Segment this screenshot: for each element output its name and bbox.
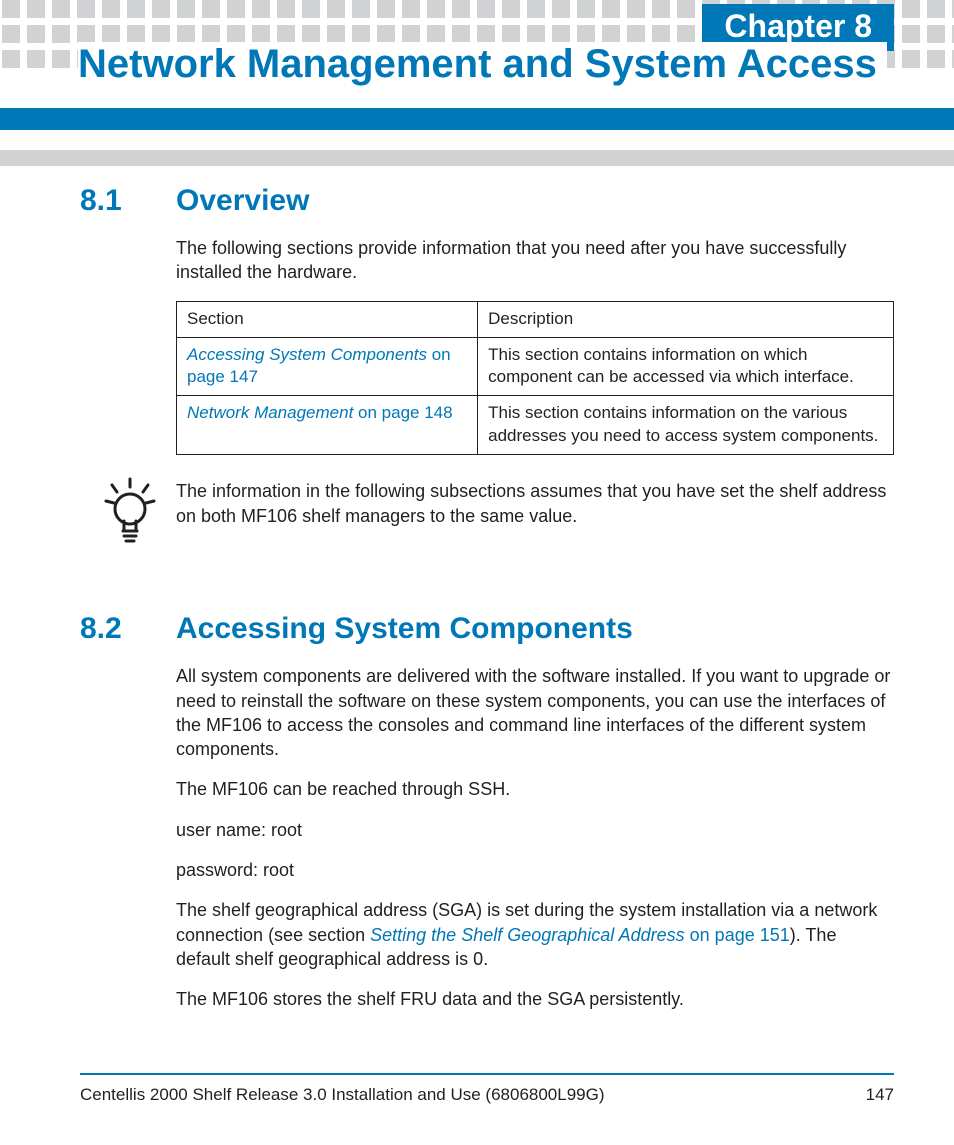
chapter-title: Network Management and System Access: [78, 42, 887, 87]
overview-intro: The following sections provide informati…: [176, 236, 894, 285]
table-row: Accessing System Components on page 147 …: [177, 337, 894, 396]
table-header: Section: [177, 301, 478, 337]
cross-reference-link[interactable]: Setting the Shelf Geographical Address: [370, 925, 685, 945]
cross-reference-link[interactable]: Accessing System Components: [187, 345, 427, 364]
section-title: Accessing System Components: [176, 612, 633, 646]
overview-table: Section Description Accessing System Com…: [176, 301, 894, 456]
body-paragraph: The MF106 stores the shelf FRU data and …: [176, 987, 894, 1011]
table-cell: This section contains information on the…: [478, 396, 894, 455]
body-paragraph: user name: root: [176, 818, 894, 842]
tip-lightbulb-icon: [102, 477, 158, 552]
cross-reference-link[interactable]: Network Management: [187, 403, 353, 422]
tip-text: The information in the following subsect…: [176, 477, 894, 552]
cross-reference-page: on page 151: [685, 925, 790, 945]
body-paragraph: All system components are delivered with…: [176, 664, 894, 761]
body-paragraph: password: root: [176, 858, 894, 882]
body-paragraph: The MF106 can be reached through SSH.: [176, 777, 894, 801]
section-number: 8.2: [80, 612, 176, 646]
section-title: Overview: [176, 184, 309, 218]
table-cell: This section contains information on whi…: [478, 337, 894, 396]
header-blue-bar: [0, 108, 954, 130]
table-header: Description: [478, 301, 894, 337]
footer-page-number: 147: [866, 1085, 894, 1105]
footer-doc-title: Centellis 2000 Shelf Release 3.0 Install…: [80, 1085, 605, 1105]
body-paragraph: The shelf geographical address (SGA) is …: [176, 898, 894, 971]
cross-reference-page: on page 148: [353, 403, 452, 422]
header-grey-strip: [0, 150, 954, 166]
section-number: 8.1: [80, 184, 176, 218]
table-row: Network Management on page 148 This sect…: [177, 396, 894, 455]
